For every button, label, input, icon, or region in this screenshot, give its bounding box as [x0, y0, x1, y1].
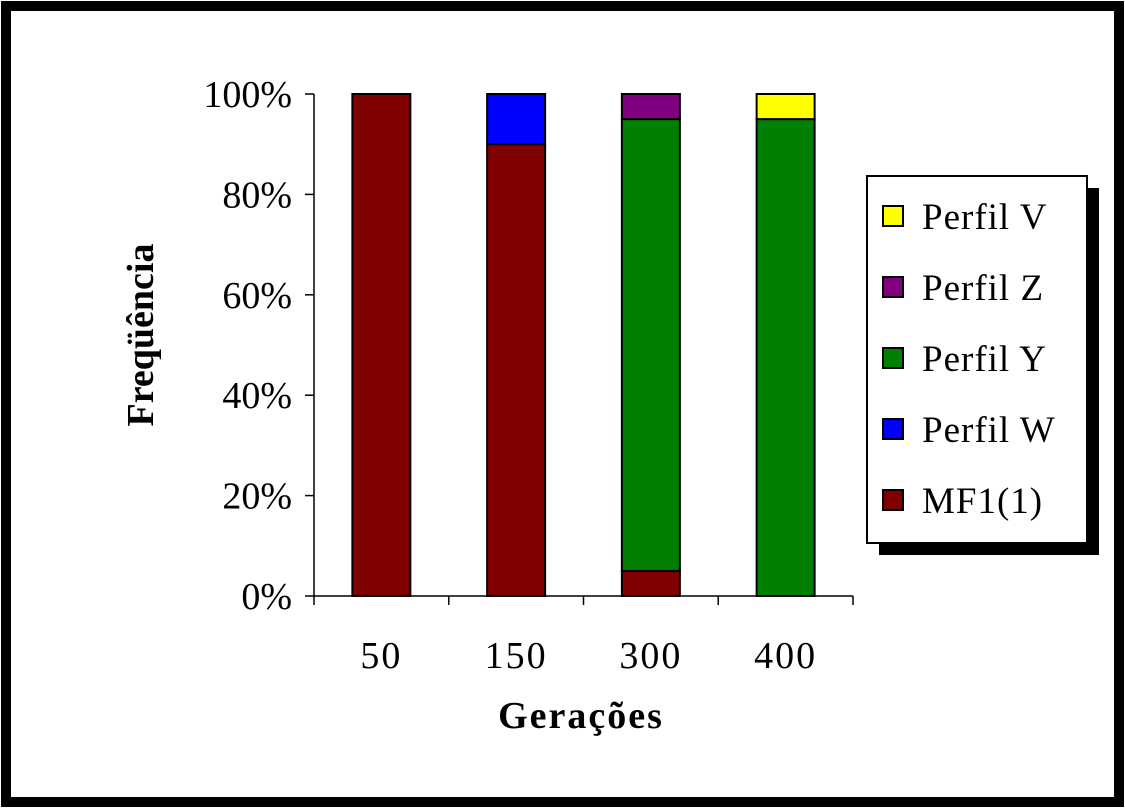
- bar-segment: [620, 118, 681, 572]
- bar-segment: [351, 93, 412, 597]
- x-tick-label: 50: [360, 635, 402, 677]
- legend: Perfil V Perfil Z Perfil Y Perfil W MF1(1): [866, 175, 1099, 555]
- y-tick-label: 40%: [222, 375, 292, 417]
- y-tick-label: 100%: [203, 74, 292, 116]
- y-tick-label: 20%: [222, 476, 292, 518]
- bar-segment: [755, 93, 816, 121]
- bar-segment: [755, 118, 816, 597]
- legend-swatch: [882, 489, 904, 511]
- legend-swatch: [882, 205, 904, 227]
- bar-segment: [620, 569, 681, 598]
- legend-label: Perfil Y: [922, 339, 1047, 380]
- bar-segment: [486, 143, 547, 597]
- y-tick-label: 60%: [222, 275, 292, 317]
- bar-segment: [620, 93, 681, 121]
- y-axis: 0% 20% 40% 60% 80% 100%: [203, 74, 315, 618]
- bar-segment: [486, 93, 547, 146]
- x-tick-label: 300: [619, 635, 682, 677]
- legend-label: MF1(1): [922, 481, 1043, 522]
- y-tick-label: 0%: [241, 576, 292, 618]
- legend-swatch: [882, 276, 904, 298]
- legend-label: Perfil V: [922, 197, 1048, 238]
- legend-swatch: [882, 418, 904, 440]
- bars: [351, 93, 816, 598]
- x-tick-label: 400: [754, 635, 817, 677]
- x-axis-title: Gerações: [498, 695, 664, 737]
- legend-swatch: [882, 347, 904, 369]
- legend-label: Perfil W: [922, 410, 1056, 451]
- y-axis-title: Freqüência: [120, 244, 162, 427]
- y-tick-label: 80%: [222, 174, 292, 216]
- legend-label: Perfil Z: [922, 268, 1044, 309]
- x-tick-label: 150: [485, 635, 548, 677]
